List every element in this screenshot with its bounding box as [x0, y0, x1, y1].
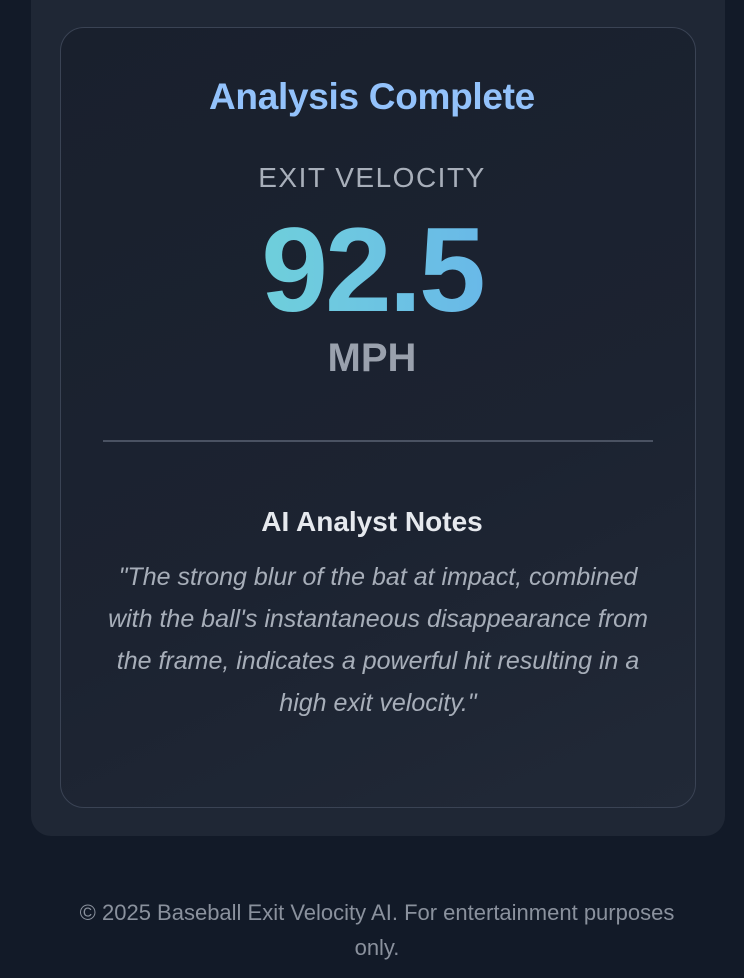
exit-velocity-unit: MPH — [327, 336, 417, 380]
analyst-notes-heading: AI Analyst Notes — [261, 506, 483, 537]
analyst-notes-text: "The strong blur of the bat at impact, c… — [108, 563, 648, 717]
result-card — [60, 27, 696, 808]
exit-velocity-label: EXIT VELOCITY — [258, 162, 486, 193]
footer-disclaimer: © 2025 Baseball Exit Velocity AI. For en… — [79, 900, 675, 960]
exit-velocity-value: 92.5 — [0, 200, 744, 340]
divider — [103, 440, 653, 442]
result-title: Analysis Complete — [209, 76, 535, 117]
